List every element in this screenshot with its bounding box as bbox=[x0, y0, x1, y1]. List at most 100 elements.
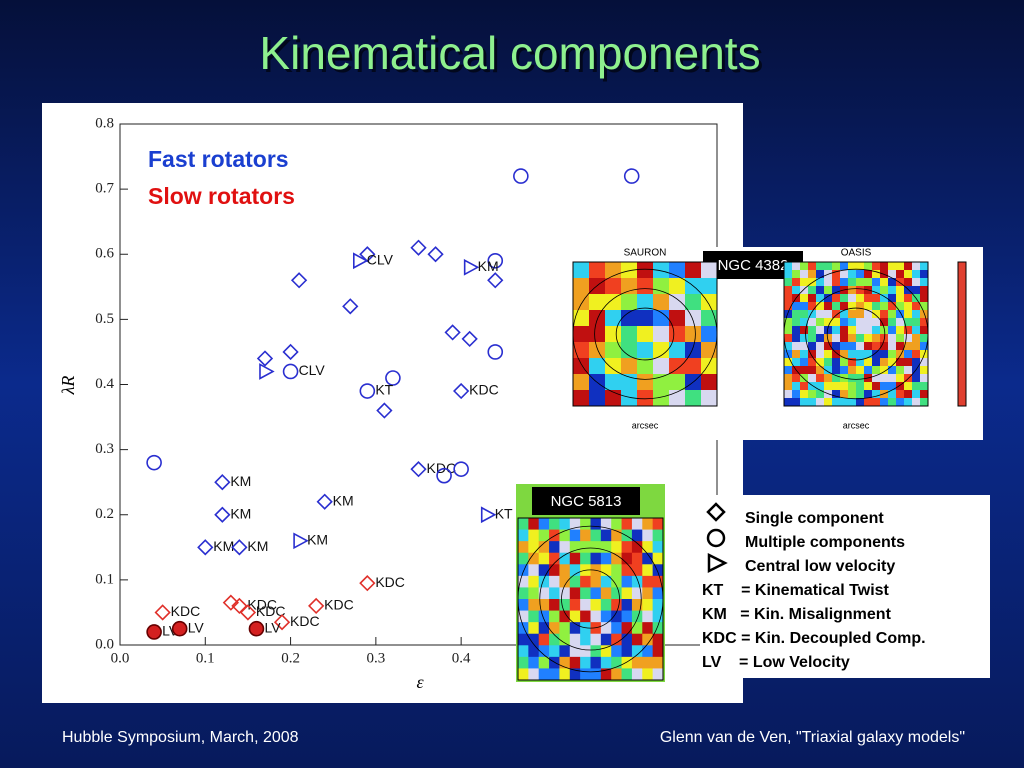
map-cell bbox=[896, 294, 905, 303]
map-cell bbox=[580, 529, 591, 542]
map-cell bbox=[580, 645, 591, 658]
map-cell bbox=[784, 334, 793, 343]
legend-symbol bbox=[706, 528, 726, 548]
map-cell bbox=[637, 358, 654, 375]
inset-ngc4382: SAURON OASIS arcsec arcsec NGC 4382 bbox=[537, 247, 983, 440]
point bbox=[410, 239, 427, 256]
map-cell bbox=[888, 286, 897, 295]
map-cell bbox=[888, 302, 897, 311]
map-cell bbox=[816, 278, 825, 287]
map-cell bbox=[600, 668, 612, 681]
map-cell bbox=[569, 552, 581, 565]
map-cell bbox=[912, 318, 921, 327]
map-cell bbox=[832, 278, 841, 287]
map-cell bbox=[642, 587, 654, 600]
map-cell bbox=[611, 518, 623, 531]
map-cell bbox=[631, 518, 643, 531]
map-cell bbox=[816, 262, 825, 271]
y-tick-label: 0.7 bbox=[95, 181, 114, 197]
map-cell bbox=[840, 302, 849, 311]
map-cell bbox=[600, 518, 612, 531]
map-cell bbox=[653, 358, 670, 375]
map-cell bbox=[637, 294, 654, 311]
map-cell bbox=[920, 262, 929, 271]
map-cell bbox=[840, 390, 849, 399]
map-cell bbox=[856, 366, 865, 375]
map-cell bbox=[637, 262, 654, 279]
map-cell bbox=[872, 310, 881, 319]
point bbox=[256, 350, 274, 367]
inset-axis: arcsec bbox=[632, 420, 659, 430]
map-cell bbox=[528, 575, 540, 588]
map-cell bbox=[792, 350, 801, 359]
map-cell bbox=[792, 342, 801, 351]
map-cell bbox=[880, 262, 889, 271]
map-cell bbox=[880, 294, 889, 303]
inset-title: SAURON bbox=[624, 248, 667, 259]
point-label: LV bbox=[188, 619, 205, 635]
map-cell bbox=[538, 645, 550, 658]
map-cell bbox=[792, 326, 801, 335]
map-cell bbox=[611, 564, 623, 577]
map-cell bbox=[808, 326, 817, 335]
map-cell bbox=[856, 286, 865, 295]
map-cell bbox=[642, 564, 654, 577]
map-cell bbox=[824, 262, 833, 271]
map-cell bbox=[904, 358, 913, 367]
map-cell bbox=[888, 262, 897, 271]
map-cell bbox=[904, 350, 913, 359]
point-label: KT bbox=[375, 382, 393, 398]
map-cell bbox=[518, 587, 529, 600]
map-cell bbox=[896, 310, 905, 319]
map-cell bbox=[559, 564, 571, 577]
map-cell bbox=[848, 390, 857, 399]
point-label: KM bbox=[230, 505, 251, 521]
map-cell bbox=[808, 334, 817, 343]
map-cell bbox=[848, 350, 857, 359]
map-cell bbox=[912, 374, 921, 383]
map-cell bbox=[872, 350, 881, 359]
map-cell bbox=[800, 350, 809, 359]
map-cell bbox=[621, 326, 638, 343]
map-cell bbox=[590, 518, 602, 531]
point bbox=[316, 493, 333, 510]
y-axis-label: λR bbox=[58, 376, 78, 396]
map-cell bbox=[549, 645, 560, 658]
map-cell bbox=[792, 318, 801, 327]
legend-abbrev: KT = Kinematical Twist bbox=[702, 582, 890, 599]
map-cell bbox=[637, 390, 654, 407]
map-cell bbox=[832, 262, 841, 271]
map-cell bbox=[590, 529, 602, 542]
point bbox=[231, 539, 248, 556]
map-cell bbox=[621, 541, 633, 554]
map-cell bbox=[920, 318, 929, 327]
map-cell bbox=[816, 318, 825, 327]
map-cell bbox=[816, 398, 825, 407]
map-cell bbox=[888, 398, 897, 407]
map-cell bbox=[816, 302, 825, 311]
map-cell bbox=[800, 334, 809, 343]
point bbox=[487, 252, 504, 269]
map-cell bbox=[611, 622, 623, 635]
map-cell bbox=[832, 334, 841, 343]
map-cell bbox=[808, 294, 817, 303]
map-cell bbox=[538, 599, 550, 612]
map-cell bbox=[784, 318, 793, 327]
map-cell bbox=[920, 310, 929, 319]
map-cell bbox=[808, 358, 817, 367]
map-cell bbox=[904, 318, 913, 327]
map-cell bbox=[824, 398, 833, 407]
map-cell bbox=[784, 262, 793, 271]
map-cell bbox=[896, 334, 905, 343]
map-cell bbox=[872, 390, 881, 399]
map-cell bbox=[580, 518, 591, 531]
map-cell bbox=[590, 575, 602, 588]
map-cell bbox=[832, 302, 841, 311]
inset-label: NGC 5813 bbox=[551, 493, 622, 510]
map-cell bbox=[589, 262, 606, 279]
map-cell bbox=[816, 342, 825, 351]
map-cell bbox=[518, 610, 529, 623]
map-cell bbox=[611, 541, 623, 554]
point bbox=[385, 370, 401, 386]
map-cell bbox=[637, 326, 654, 343]
